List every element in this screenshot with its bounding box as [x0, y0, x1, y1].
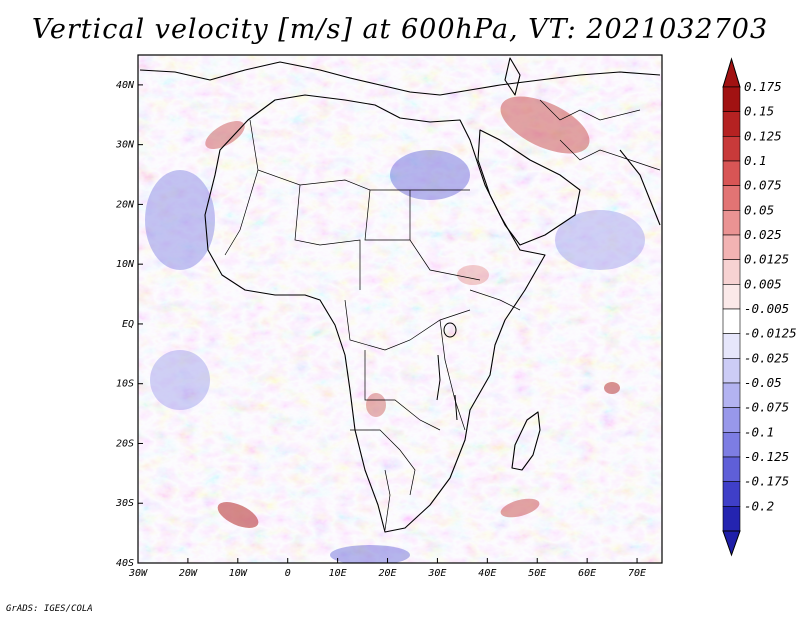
- colorbar-label: 0.125: [744, 128, 782, 143]
- footer-credit: GrADS: IGES/COLA: [6, 604, 93, 614]
- lat-tick-label: 20S: [116, 438, 134, 449]
- lon-tick-label: 60E: [578, 568, 596, 579]
- lat-tick-label: 30S: [115, 498, 134, 509]
- colorbar-swatch: [722, 136, 741, 162]
- country-borders: [224, 99, 661, 531]
- colorbar-label: 0.1: [744, 153, 767, 168]
- colorbar-swatch: [722, 234, 741, 260]
- colorbar-swatch: [722, 456, 741, 482]
- caspian-outline: [504, 57, 521, 96]
- lat-tick-label: 10N: [116, 259, 135, 270]
- colorbar-label: -0.1: [744, 424, 774, 439]
- latitude-axis: 40N 30N 20N 10N EQ 10S 20S 30S 40S: [115, 80, 143, 569]
- longitude-axis: 30W 20W 10W 0 10E 20E 30E 40E 50E 60E 70E: [128, 558, 646, 579]
- strong-downdraft-areas: [145, 150, 645, 563]
- colorbar-swatch: [722, 382, 741, 408]
- colorbar-label: 0.175: [744, 79, 782, 94]
- map-frame: [137, 54, 663, 564]
- colorbar-label: 0.05: [744, 202, 774, 217]
- lon-tick-label: 10W: [229, 568, 248, 579]
- lon-tick-label: 0: [285, 568, 291, 579]
- lat-tick-label: 10S: [116, 379, 134, 390]
- colorbar-swatch: [722, 481, 741, 507]
- lon-tick-label: 30W: [128, 568, 148, 579]
- colorbar-swatch: [722, 259, 741, 285]
- lat-tick-label: 30N: [115, 140, 135, 151]
- colorbar-label: 0.005: [744, 276, 782, 291]
- colorbar-swatch: [722, 506, 741, 532]
- arabian-peninsula-coastline: [477, 129, 581, 246]
- colorbar-swatch: [722, 358, 741, 384]
- map-panel: [138, 55, 662, 563]
- colorbar-swatch: [722, 407, 741, 433]
- colorbar-label: -0.025: [744, 350, 789, 365]
- lon-tick-label: 40E: [478, 568, 496, 579]
- colorbar-bottom-arrow: [722, 530, 741, 557]
- colorbar-swatch: [722, 185, 741, 211]
- colorbar-label: -0.125: [744, 449, 789, 464]
- colorbar-swatch: [722, 86, 741, 112]
- colorbar-label: -0.0125: [744, 326, 797, 341]
- figure-title: Vertical velocity [m/s] at 600hPa, VT: 2…: [31, 14, 769, 45]
- africa-coastline: [204, 94, 546, 533]
- lon-tick-label: 70E: [628, 568, 646, 579]
- colorbar-label: 0.0125: [744, 252, 789, 267]
- lon-tick-label: 10E: [329, 568, 347, 579]
- colorbar-top-arrow: [722, 57, 741, 88]
- lakes: [436, 322, 458, 421]
- colorbar-label: -0.175: [744, 474, 789, 489]
- lat-tick-label: 40N: [116, 80, 135, 91]
- europe-coastline: [139, 61, 661, 96]
- lon-tick-label: 20E: [378, 568, 396, 579]
- colorbar-swatch: [722, 333, 741, 359]
- colorbar-label: -0.005: [744, 301, 789, 316]
- india-coastline: [619, 149, 661, 226]
- lat-tick-label: 20N: [116, 199, 135, 210]
- lon-tick-label: 20W: [179, 568, 198, 579]
- lat-tick-label: EQ: [122, 319, 134, 330]
- colorbar: 0.175 0.15 0.125 0.1 0.075 0.05 0.025 0.0125 0.0…: [722, 57, 797, 557]
- lon-tick-label: 50E: [528, 568, 546, 579]
- velocity-field: [138, 55, 662, 563]
- colorbar-label: 0.025: [744, 227, 782, 242]
- colorbar-swatch: [722, 284, 741, 310]
- colorbar-swatch: [722, 308, 741, 334]
- colorbar-swatch: [722, 432, 741, 458]
- lon-tick-label: 30E: [427, 568, 446, 579]
- lat-tick-label: 40S: [116, 558, 134, 569]
- coastlines: [139, 57, 661, 533]
- madagascar-coastline: [511, 411, 541, 471]
- colorbar-label: -0.2: [744, 498, 774, 513]
- colorbar-label: -0.05: [744, 375, 782, 390]
- colorbar-label: 0.15: [744, 104, 774, 119]
- colorbar-swatch: [722, 160, 741, 186]
- strong-updraft-cores: [205, 96, 620, 528]
- colorbar-swatch: [722, 111, 741, 137]
- colorbar-label: -0.075: [744, 400, 789, 415]
- colorbar-label: 0.075: [744, 178, 782, 193]
- colorbar-swatch: [722, 210, 741, 236]
